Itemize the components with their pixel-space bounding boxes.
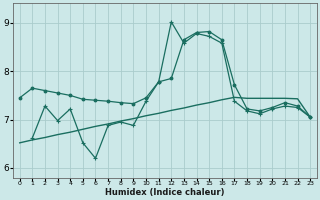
X-axis label: Humidex (Indice chaleur): Humidex (Indice chaleur): [105, 188, 225, 197]
